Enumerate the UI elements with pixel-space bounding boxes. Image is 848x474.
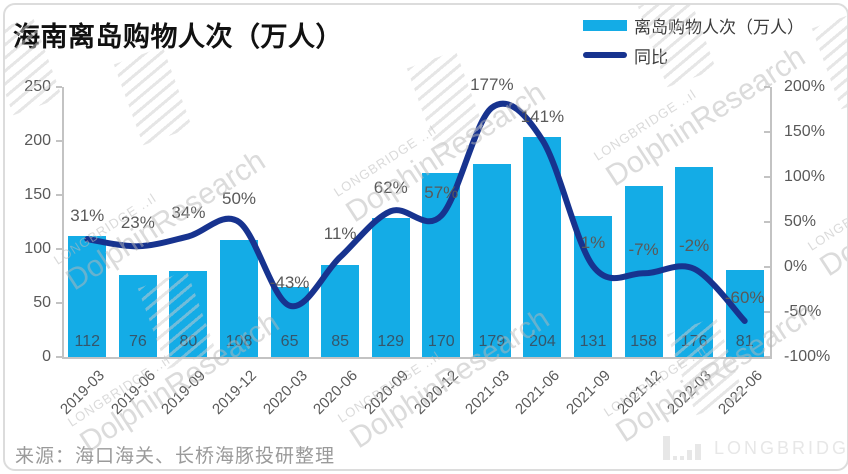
x-axis-label: 2019-03 [57, 367, 109, 418]
y-axis-left-label: 0 [42, 348, 51, 365]
bar-value-label: 170 [427, 333, 455, 350]
yoy-point-label: 57% [424, 182, 459, 202]
bar-value-label: 129 [377, 333, 405, 350]
bar-value-label: 80 [179, 333, 198, 350]
y-axis-right-tick [764, 311, 770, 313]
y-axis-right-line [770, 87, 772, 357]
legend-label-line-series: 同比 [634, 47, 668, 67]
x-axis-label: 2021-09 [563, 367, 615, 418]
x-axis-label: 2022-06 [714, 367, 766, 418]
bar-value-label: 131 [579, 333, 607, 350]
y-axis-left-tick [56, 356, 62, 358]
x-axis-label: 2020-06 [310, 367, 362, 418]
yoy-point-label: -43% [269, 272, 310, 292]
y-axis-right-label: -50% [784, 303, 822, 320]
yoy-point-label: 177% [470, 74, 514, 94]
yoy-point-label: 62% [373, 178, 408, 198]
bar-value-label: 112 [74, 333, 101, 350]
line-series-swatch-icon [583, 52, 627, 58]
bar-value-label: 76 [128, 333, 147, 350]
y-axis-left-line [62, 87, 64, 357]
x-axis-label: 2019-12 [209, 367, 261, 418]
yoy-point-label: 31% [70, 206, 105, 226]
yoy-point-label: 141% [520, 107, 565, 127]
bar [675, 166, 714, 357]
y-axis-right-label: 150% [784, 123, 825, 140]
yoy-point-label: -7% [628, 240, 659, 260]
bar-value-label: 204 [529, 333, 556, 350]
y-axis-left-label: 250 [24, 78, 51, 95]
y-axis-right-label: 0% [784, 258, 808, 275]
yoy-point-label: -60% [724, 288, 765, 307]
x-axis-line [62, 357, 772, 359]
chart-title: 海南离岛购物人次（万人） [13, 22, 343, 52]
bar-value-label: 179 [478, 333, 506, 350]
y-axis-left-label: 200 [24, 132, 51, 149]
bar-value-label: 65 [280, 333, 299, 350]
legend-item-bar-series: 离岛购物人次（万人） [583, 13, 804, 37]
y-axis-right-tick [764, 221, 770, 223]
watermark-hatch-icon [113, 46, 193, 146]
source-note: 来源：海口海关、长桥海豚投研整理 [15, 446, 336, 467]
y-axis-left-tick [56, 248, 62, 250]
y-axis-right-tick [764, 356, 770, 358]
y-axis-right-label: 200% [784, 78, 825, 95]
x-axis-label: 2022-03 [664, 367, 716, 418]
legend: 离岛购物人次（万人） 同比 [583, 13, 804, 73]
y-axis-right-label: 100% [784, 168, 825, 185]
bar-value-label: 81 [735, 333, 754, 350]
bar [472, 163, 511, 357]
bar-value-label: 176 [680, 333, 708, 350]
x-axis-label: 2021-03 [461, 367, 513, 418]
y-axis-right-tick [764, 86, 770, 88]
x-axis-label: 2019-09 [158, 367, 210, 418]
x-axis-label: 2020-09 [360, 367, 412, 418]
y-axis-right-tick [764, 176, 770, 178]
x-axis-label: 2019-06 [107, 367, 159, 418]
y-axis-left-label: 50 [33, 294, 51, 311]
legend-label-bar-series: 离岛购物人次（万人） [634, 17, 804, 37]
bar [523, 136, 562, 357]
y-axis-right-tick [764, 131, 770, 133]
yoy-point-label: 34% [171, 203, 206, 223]
legend-item-line-series: 同比 [583, 43, 804, 67]
y-axis-right-label: 50% [784, 213, 817, 230]
yoy-point-label: 11% [323, 224, 357, 244]
y-axis-left-tick [56, 302, 62, 304]
bar-series-swatch-icon [583, 19, 627, 31]
yoy-point-label: 1% [580, 233, 606, 253]
x-axis-label: 2021-06 [512, 367, 564, 418]
yoy-point-label: 23% [120, 213, 155, 233]
y-axis-left-tick [56, 140, 62, 142]
y-axis-left-label: 150 [24, 186, 51, 203]
bar-value-label: 158 [630, 333, 657, 350]
chart-card: 海南离岛购物人次（万人） 离岛购物人次（万人） 同比 0 50 100 150 200 2… [3, 3, 848, 471]
y-axis-left-tick [56, 86, 62, 88]
x-axis-label: 2020-12 [411, 367, 463, 418]
bar-value-label: 85 [331, 333, 350, 350]
y-axis-left-tick [56, 194, 62, 196]
bar-value-label: 108 [225, 333, 253, 350]
brand-logo: LONGBRIDGE [663, 436, 848, 460]
bar-chart-logo-icon [663, 436, 704, 460]
y-axis-left-label: 100 [24, 240, 51, 257]
watermark-hatch-icon [406, 50, 486, 150]
yoy-point-label: 50% [221, 189, 257, 208]
y-axis-right-tick [764, 266, 770, 268]
x-axis-label: 2020-03 [259, 367, 311, 418]
brand-logo-text: LONGBRIDGE [714, 438, 848, 458]
x-axis-label: 2021-12 [613, 367, 665, 418]
yoy-point-label: -2% [679, 235, 710, 255]
y-axis-right-label: -100% [784, 348, 831, 365]
